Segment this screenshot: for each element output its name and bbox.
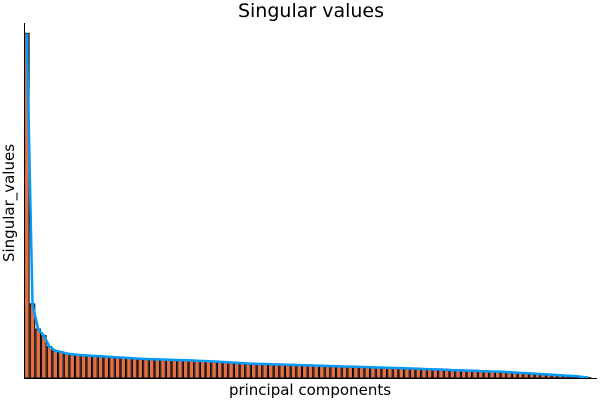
bar — [63, 353, 70, 379]
y-axis-label: Singular_values — [0, 144, 19, 262]
bar — [35, 328, 41, 379]
bar — [92, 355, 98, 379]
bar — [319, 365, 325, 379]
bar — [41, 335, 47, 379]
bar — [307, 364, 314, 379]
bar — [109, 356, 115, 379]
bar — [86, 355, 93, 379]
bar — [46, 346, 53, 379]
bar — [290, 364, 297, 379]
bar — [199, 360, 206, 379]
bar — [426, 368, 433, 379]
bar — [279, 364, 285, 379]
bar — [347, 366, 353, 379]
chart-title: Singular values — [238, 0, 384, 22]
bar — [392, 367, 399, 379]
bar — [233, 362, 240, 379]
bar — [353, 366, 359, 379]
bar — [245, 363, 251, 379]
bar — [324, 365, 331, 379]
bar — [177, 359, 183, 379]
bar — [251, 363, 257, 379]
bar — [205, 360, 212, 379]
bar — [171, 359, 178, 379]
bar — [228, 361, 234, 379]
series-line — [25, 33, 589, 379]
bar — [336, 365, 342, 379]
bar — [69, 353, 75, 379]
bar — [421, 368, 427, 379]
x-axis-label: principal components — [229, 381, 391, 399]
bar — [358, 366, 365, 379]
bar — [313, 365, 319, 379]
bar — [188, 359, 195, 379]
bar — [137, 358, 144, 379]
bar — [120, 357, 127, 379]
bar — [114, 356, 121, 379]
bar — [381, 367, 388, 379]
bar — [341, 365, 348, 379]
bar — [143, 358, 149, 379]
bar — [256, 363, 263, 379]
bar — [296, 364, 302, 379]
bar — [216, 361, 223, 379]
bar — [103, 356, 110, 379]
bar — [160, 359, 166, 379]
bar — [126, 357, 132, 379]
bars-layer — [24, 32, 592, 379]
bar — [182, 359, 189, 379]
bar — [409, 368, 416, 379]
bar — [75, 354, 81, 379]
bar — [302, 364, 308, 379]
bar — [131, 357, 138, 379]
bar — [375, 366, 382, 379]
bar — [154, 358, 161, 379]
bar — [285, 364, 291, 379]
bar — [165, 359, 172, 379]
bar — [148, 358, 155, 379]
bar — [415, 368, 422, 379]
bar — [58, 351, 64, 379]
bar — [330, 365, 336, 379]
bar — [194, 360, 200, 379]
bar — [273, 363, 280, 379]
bar — [387, 367, 393, 379]
bar — [80, 354, 87, 379]
bar — [211, 360, 217, 379]
bar — [262, 363, 268, 379]
bar — [239, 362, 246, 379]
bar — [222, 361, 229, 379]
bar — [97, 355, 104, 379]
bar — [52, 350, 58, 379]
bar — [404, 367, 410, 379]
bar — [370, 366, 376, 379]
bar — [398, 367, 405, 379]
bar — [268, 363, 274, 379]
bar — [364, 366, 370, 379]
